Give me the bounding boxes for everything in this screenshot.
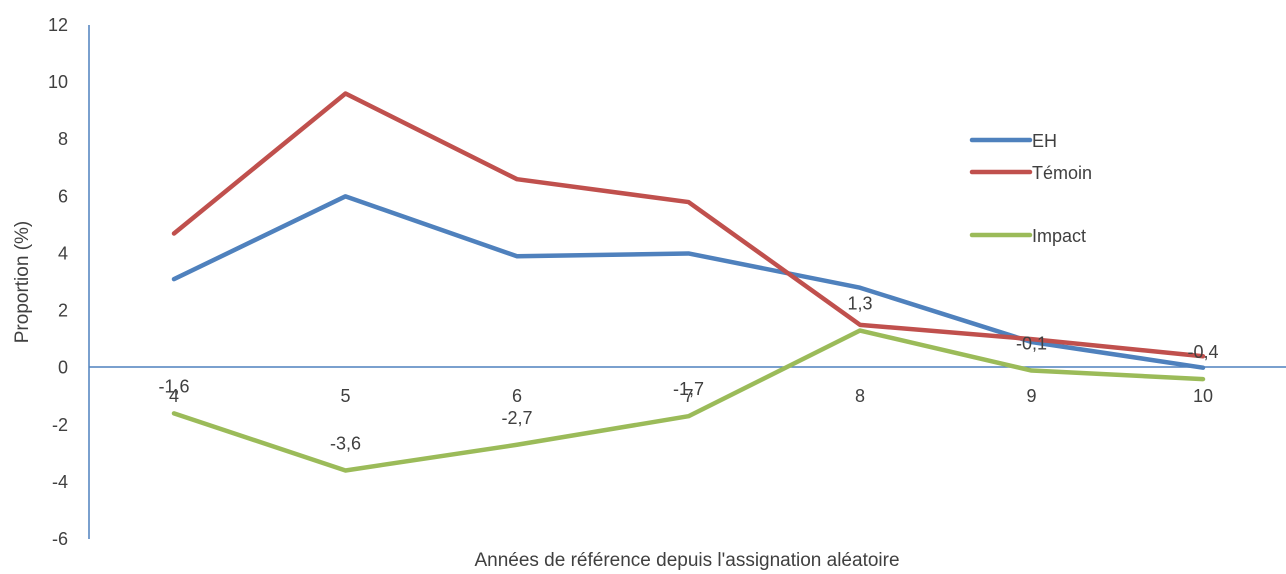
y-tick-label: 8 xyxy=(58,129,68,149)
data-label: -1,6 xyxy=(158,376,189,396)
data-label: -0,1 xyxy=(1016,334,1047,354)
y-tick-label: -4 xyxy=(52,472,68,492)
x-axis-title: Années de référence depuis l'assignation… xyxy=(474,550,899,571)
x-tick-label: 5 xyxy=(340,386,350,406)
y-tick-label: -6 xyxy=(52,529,68,549)
y-tick-label: 0 xyxy=(58,358,68,378)
data-label: -3,6 xyxy=(330,433,361,453)
series-line-eh xyxy=(171,194,1206,370)
x-tick-label: 9 xyxy=(1026,386,1036,406)
y-axis-title: Proportion (%) xyxy=(12,221,33,344)
legend-label: EH xyxy=(1032,131,1057,151)
y-tick-label: 6 xyxy=(58,186,68,206)
series-line-t-moin xyxy=(171,91,1206,359)
y-tick-label: 2 xyxy=(58,301,68,321)
data-label: 1,3 xyxy=(847,294,872,314)
data-label: -0,4 xyxy=(1187,342,1218,362)
y-tick-label: 10 xyxy=(48,72,68,92)
y-tick-label: 4 xyxy=(58,243,68,263)
y-tick-label: -2 xyxy=(52,415,68,435)
y-tick-label: 12 xyxy=(48,15,68,35)
x-tick-label: 8 xyxy=(855,386,865,406)
legend-label: Impact xyxy=(1032,226,1086,246)
data-label: -1,7 xyxy=(673,379,704,399)
x-tick-label: 10 xyxy=(1193,386,1213,406)
x-tick-label: 7 xyxy=(683,386,693,406)
legend-label: Témoin xyxy=(1032,163,1092,183)
series-line-impact xyxy=(171,328,1206,473)
x-tick-label: 4 xyxy=(169,386,179,406)
x-tick-label: 6 xyxy=(512,386,522,406)
data-label: -2,7 xyxy=(501,408,532,428)
